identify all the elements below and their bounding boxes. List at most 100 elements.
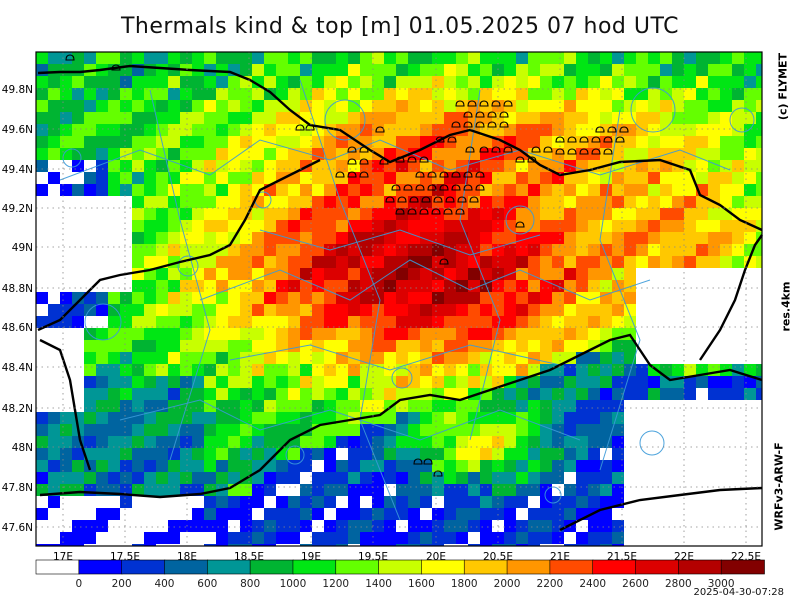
heat-cell	[684, 136, 696, 148]
thermal-cloud-marker	[479, 100, 489, 107]
heat-cell	[156, 448, 168, 460]
heat-cell	[360, 268, 372, 280]
heat-cell	[300, 376, 312, 388]
heat-cell	[660, 184, 672, 196]
heat-cell	[324, 436, 336, 448]
heat-cell	[312, 496, 324, 508]
heat-cell	[216, 148, 228, 160]
thermal-cloud-marker	[435, 136, 445, 143]
heat-cell	[180, 340, 192, 352]
heat-cell	[372, 352, 384, 364]
heat-cell	[276, 508, 288, 520]
heat-cell	[444, 484, 456, 496]
heat-cell	[48, 304, 60, 316]
heat-cell	[120, 148, 132, 160]
heat-cell	[432, 64, 444, 76]
heat-cell	[252, 328, 264, 340]
heat-cell	[408, 304, 420, 316]
heat-cell	[96, 112, 108, 124]
heat-cell	[120, 448, 132, 460]
heat-cell	[180, 148, 192, 160]
heat-cell	[396, 292, 408, 304]
heat-cell	[300, 88, 312, 100]
heat-cell	[564, 436, 576, 448]
heat-cell	[336, 148, 348, 160]
heat-cell	[132, 400, 144, 412]
heat-cell	[180, 88, 192, 100]
heat-cell	[384, 256, 396, 268]
heat-cell	[240, 232, 252, 244]
heat-cell	[540, 376, 552, 388]
heat-cell	[444, 508, 456, 520]
heat-cell	[324, 232, 336, 244]
heat-cell	[504, 232, 516, 244]
heat-cell	[432, 340, 444, 352]
heat-cell	[468, 304, 480, 316]
heat-cell	[624, 172, 636, 184]
heat-cell	[600, 364, 612, 376]
heat-cell	[168, 148, 180, 160]
heat-cell	[168, 184, 180, 196]
heat-cell	[528, 472, 540, 484]
heat-cell	[132, 292, 144, 304]
heat-cell	[552, 196, 564, 208]
heat-cell	[684, 388, 696, 400]
colorbar-swatch	[549, 559, 594, 575]
heat-cell	[96, 388, 108, 400]
thermal-cloud-marker	[515, 221, 525, 228]
heat-cell	[576, 280, 588, 292]
heat-cell	[84, 136, 96, 148]
heat-cell	[408, 268, 420, 280]
heat-cell	[144, 280, 156, 292]
heat-cell	[552, 412, 564, 424]
heat-cell	[576, 496, 588, 508]
heat-cell	[132, 268, 144, 280]
heat-cell	[264, 352, 276, 364]
heat-cell	[360, 292, 372, 304]
heat-cell	[168, 280, 180, 292]
thermal-cloud-marker	[305, 124, 315, 131]
heat-cell	[576, 64, 588, 76]
heat-cell	[552, 88, 564, 100]
heat-cell	[324, 64, 336, 76]
heat-cell	[252, 388, 264, 400]
heat-cell	[744, 160, 756, 172]
heat-cell	[276, 256, 288, 268]
heat-cell	[240, 436, 252, 448]
heat-cell	[276, 100, 288, 112]
heat-cell	[528, 508, 540, 520]
heat-cell	[600, 400, 612, 412]
heat-cell	[552, 100, 564, 112]
heat-cell	[540, 52, 552, 64]
heat-cell	[204, 448, 216, 460]
heat-cell	[132, 148, 144, 160]
heat-cell	[228, 124, 240, 136]
heat-cell	[228, 76, 240, 88]
heat-cell	[180, 400, 192, 412]
heat-cell	[624, 352, 636, 364]
heat-cell	[264, 76, 276, 88]
heat-cell	[156, 76, 168, 88]
heat-cell	[192, 52, 204, 64]
heat-cell	[624, 100, 636, 112]
heat-cell	[420, 316, 432, 328]
heat-cell	[228, 184, 240, 196]
heat-cell	[228, 400, 240, 412]
heat-cell	[216, 436, 228, 448]
heat-cell	[240, 124, 252, 136]
heat-cell	[48, 76, 60, 88]
heat-cell	[264, 220, 276, 232]
heat-cell	[636, 76, 648, 88]
heat-cell	[204, 376, 216, 388]
heat-cell	[216, 100, 228, 112]
heat-cell	[192, 112, 204, 124]
heat-cell	[228, 412, 240, 424]
heat-cell	[384, 460, 396, 472]
heat-cell	[288, 244, 300, 256]
heat-cell	[696, 232, 708, 244]
heat-cell	[636, 172, 648, 184]
heat-cell	[504, 460, 516, 472]
heat-cell	[192, 328, 204, 340]
heat-cell	[132, 52, 144, 64]
heat-cell	[204, 388, 216, 400]
